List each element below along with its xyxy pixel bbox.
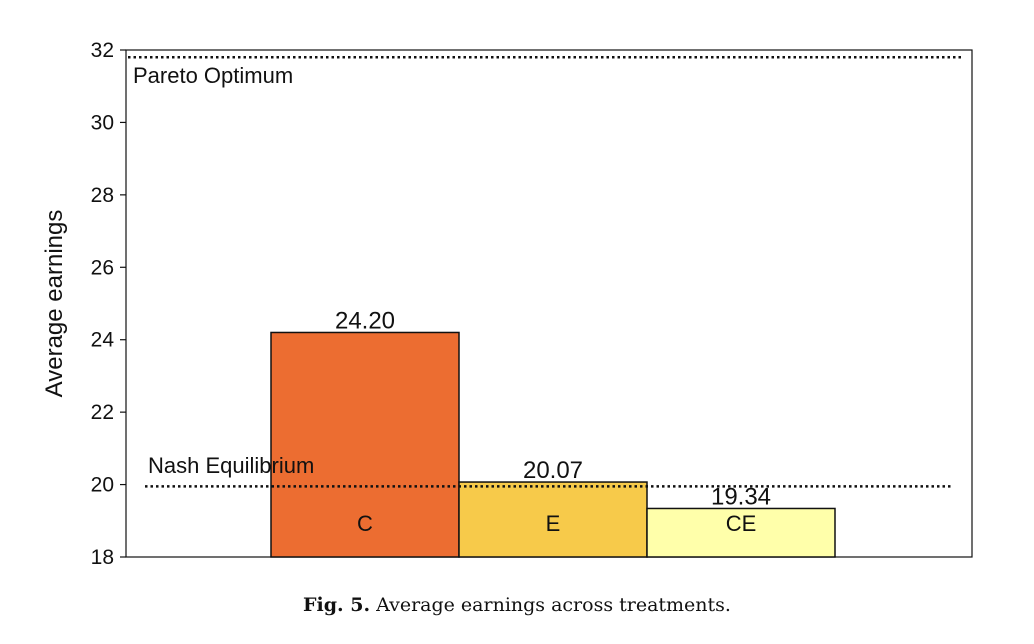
bar-category-label: CE: [726, 511, 757, 536]
bar-c: [270, 331, 460, 558]
figure-caption: Fig. 5. Average earnings across treatmen…: [0, 594, 1034, 616]
pareto-optimum-label: Pareto Optimum: [133, 63, 293, 88]
y-tick-label: 18: [91, 546, 114, 569]
y-tick-label: 20: [91, 474, 114, 497]
bar-category-label: E: [546, 511, 561, 536]
nash-equilibrium-label: Nash Equilibrium: [148, 453, 314, 478]
y-tick-label: 28: [91, 184, 114, 207]
bar-value-label: 24.20: [335, 307, 395, 334]
y-tick-label: 22: [91, 401, 114, 424]
bar-ce: [646, 507, 836, 558]
bar-e: [458, 481, 648, 558]
y-axis-title: Average earnings: [41, 210, 68, 398]
caption-number: Fig. 5.: [303, 594, 371, 616]
bar-value-label: 20.07: [523, 457, 583, 484]
bar-value-label: 19.34: [711, 483, 771, 510]
y-tick-label: 30: [91, 111, 114, 134]
y-tick-label: 32: [91, 39, 114, 62]
y-axis: 18 20 22 24 26 28 30 32: [91, 39, 126, 569]
y-tick-label: 24: [91, 329, 115, 352]
bar-category-label: C: [357, 511, 373, 536]
y-tick-label: 26: [91, 256, 114, 279]
caption-text: Average earnings across treatments.: [376, 594, 731, 616]
reference-lines: Pareto Optimum Nash Equilibrium: [128, 56, 964, 488]
